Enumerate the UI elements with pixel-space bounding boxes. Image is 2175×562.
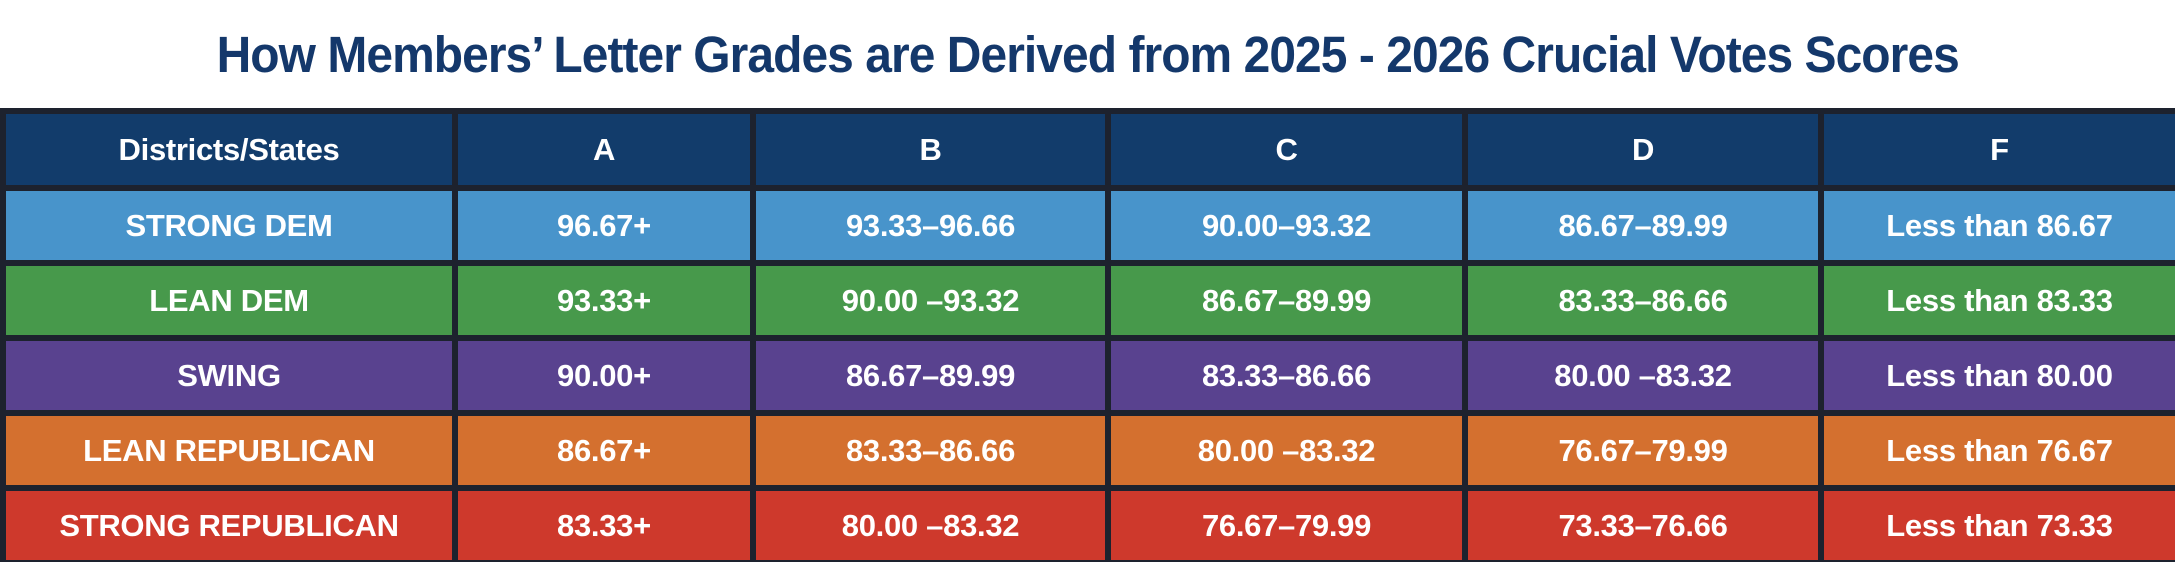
- row-label-swing: SWING: [0, 335, 458, 416]
- table-row-swing: SWING 90.00+ 86.67–89.99 83.33–86.66 80.…: [0, 335, 2175, 416]
- grade-cell-swing-b: 86.67–89.99: [750, 335, 1111, 416]
- column-header-grade-d: D: [1462, 108, 1824, 191]
- page-title: How Members’ Letter Grades are Derived f…: [216, 25, 1959, 83]
- grade-cell-lean-republican-f: Less than 76.67: [1818, 410, 2175, 491]
- grade-cell-lean-republican-b: 83.33–86.66: [750, 410, 1111, 491]
- column-header-districts-states: Districts/States: [0, 108, 458, 191]
- column-header-grade-b: B: [750, 108, 1111, 191]
- grade-cell-strong-republican-c: 76.67–79.99: [1105, 485, 1468, 562]
- grade-cell-lean-dem-c: 86.67–89.99: [1105, 260, 1468, 341]
- table-row-strong-dem: STRONG DEM 96.67+ 93.33–96.66 90.00–93.3…: [0, 185, 2175, 266]
- grade-cell-swing-a: 90.00+: [452, 335, 756, 416]
- grade-cell-strong-dem-c: 90.00–93.32: [1105, 185, 1468, 266]
- grade-cell-strong-republican-f: Less than 73.33: [1818, 485, 2175, 562]
- grade-cell-lean-dem-f: Less than 83.33: [1818, 260, 2175, 341]
- grade-cell-lean-dem-b: 90.00 –93.32: [750, 260, 1111, 341]
- row-label-strong-republican: STRONG REPUBLICAN: [0, 485, 458, 562]
- row-label-lean-republican: LEAN REPUBLICAN: [0, 410, 458, 491]
- column-header-grade-a: A: [452, 108, 756, 191]
- column-header-grade-f: F: [1818, 108, 2175, 191]
- row-label-strong-dem: STRONG DEM: [0, 185, 458, 266]
- grade-cell-swing-d: 80.00 –83.32: [1462, 335, 1824, 416]
- title-bar: How Members’ Letter Grades are Derived f…: [0, 0, 2175, 108]
- table-row-strong-republican: STRONG REPUBLICAN 83.33+ 80.00 –83.32 76…: [0, 485, 2175, 562]
- grade-cell-strong-republican-d: 73.33–76.66: [1462, 485, 1824, 562]
- grade-cell-swing-f: Less than 80.00: [1818, 335, 2175, 416]
- grade-cell-lean-republican-c: 80.00 –83.32: [1105, 410, 1468, 491]
- grade-cell-lean-republican-a: 86.67+: [452, 410, 756, 491]
- row-label-lean-dem: LEAN DEM: [0, 260, 458, 341]
- grade-cell-lean-dem-a: 93.33+: [452, 260, 756, 341]
- grade-cell-strong-dem-f: Less than 86.67: [1818, 185, 2175, 266]
- grade-cell-strong-republican-a: 83.33+: [452, 485, 756, 562]
- grade-cell-strong-dem-b: 93.33–96.66: [750, 185, 1111, 266]
- grade-cell-lean-dem-d: 83.33–86.66: [1462, 260, 1824, 341]
- grade-cell-lean-republican-d: 76.67–79.99: [1462, 410, 1824, 491]
- grade-cell-swing-c: 83.33–86.66: [1105, 335, 1468, 416]
- column-header-grade-c: C: [1105, 108, 1468, 191]
- grade-cell-strong-republican-b: 80.00 –83.32: [750, 485, 1111, 562]
- grade-cell-strong-dem-d: 86.67–89.99: [1462, 185, 1824, 266]
- grade-cell-strong-dem-a: 96.67+: [452, 185, 756, 266]
- grades-table: Districts/States A B C D F STRONG DEM 96…: [0, 108, 2175, 562]
- table-row-lean-republican: LEAN REPUBLICAN 86.67+ 83.33–86.66 80.00…: [0, 410, 2175, 491]
- header-row: Districts/States A B C D F: [0, 108, 2175, 191]
- table-row-lean-dem: LEAN DEM 93.33+ 90.00 –93.32 86.67–89.99…: [0, 260, 2175, 341]
